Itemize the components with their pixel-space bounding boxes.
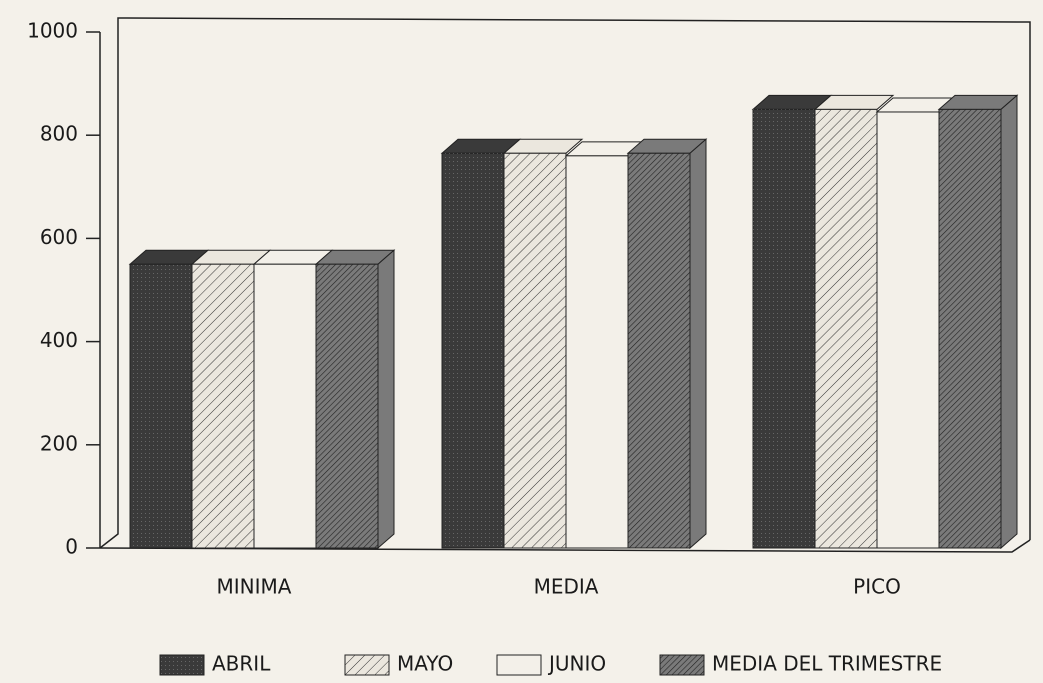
legend-swatch-texture bbox=[660, 655, 704, 675]
legend-label: ABRIL bbox=[212, 652, 271, 676]
bar bbox=[938, 108, 1002, 549]
legend-swatch-texture bbox=[497, 655, 541, 675]
bar bbox=[441, 152, 505, 549]
bar bbox=[876, 111, 940, 549]
x-tick-label: MINIMA bbox=[217, 575, 292, 599]
floor bbox=[99, 539, 1031, 553]
bar-side bbox=[377, 249, 395, 550]
y-tick-label: 800 bbox=[40, 122, 78, 146]
y-tick-label: 600 bbox=[40, 225, 78, 249]
x-tick-label: PICO bbox=[853, 575, 901, 599]
bar bbox=[503, 152, 567, 549]
bar-side bbox=[689, 138, 707, 550]
bar bbox=[129, 263, 193, 549]
y-tick-label: 200 bbox=[40, 431, 78, 455]
y-tick-label: 400 bbox=[40, 328, 78, 352]
legend-label: MAYO bbox=[397, 652, 453, 676]
back-wall bbox=[99, 17, 1031, 549]
bar bbox=[752, 108, 816, 549]
legend-label: MEDIA DEL TRIMESTRE bbox=[712, 652, 942, 676]
y-tick-label: 0 bbox=[65, 535, 78, 559]
bar bbox=[565, 155, 629, 549]
legend-label: JUNIO bbox=[547, 652, 606, 676]
bar bbox=[814, 108, 878, 549]
bar bbox=[627, 152, 691, 549]
legend-swatch-texture bbox=[160, 655, 204, 675]
bar-side bbox=[1000, 94, 1018, 550]
y-tick-label: 1000 bbox=[27, 19, 78, 43]
bar bbox=[253, 263, 317, 549]
bar bbox=[315, 263, 379, 549]
x-tick-label: MEDIA bbox=[534, 575, 599, 599]
legend-swatch-texture bbox=[345, 655, 389, 675]
bar bbox=[191, 263, 255, 549]
plot-frame bbox=[99, 17, 1031, 553]
